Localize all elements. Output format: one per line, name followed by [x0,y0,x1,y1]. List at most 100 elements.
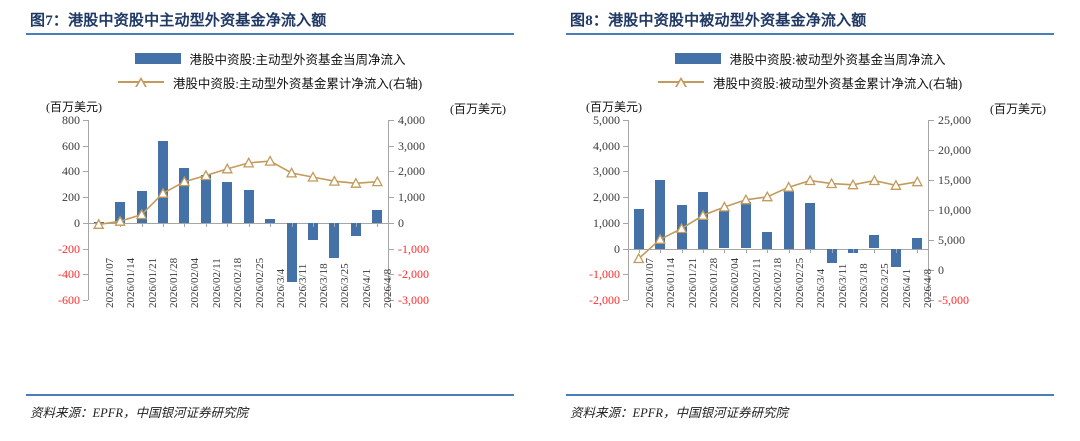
y-axis-left [628,120,629,300]
y-axis-right [928,120,929,300]
x-axis-label-4: 2026/02/04 [729,257,742,308]
line-marker-0 [633,252,645,264]
bar-5 [201,175,211,223]
line-marker-1 [114,215,126,226]
y-tick-label-right: -1,000 [398,241,429,256]
bar-6 [762,232,772,249]
y-tick-left [623,249,628,250]
chart-plot-area: 800 600 400 200 0 -200 -400 -600 4,000 3,000 2,000… [58,114,429,308]
y-tick-label-right: 3,000 [398,138,425,153]
x-axis-label-5: 2026/02/11 [750,258,763,308]
y-tick-label-right: 10,000 [938,203,971,217]
bar-3 [698,192,708,249]
x-tick [682,249,683,253]
y-tick-label-right: -2,000 [398,267,429,282]
x-axis-label-7: 2026/02/25 [793,257,806,308]
y-tick-label-left: 800 [62,113,80,127]
y-tick-label-left: 2,000 [593,190,620,205]
left-axis-unit: (百万美元) [586,100,642,114]
y-tick-right [389,274,394,275]
y-tick-right [929,300,934,301]
x-tick [227,223,228,227]
x-axis-label-3: 2026/01/28 [708,257,720,308]
x-axis-label-0: 2026/01/07 [103,257,116,308]
x-axis-label-1: 2026/01/14 [125,257,138,308]
legend-line-swatch-icon [117,76,164,88]
y-tick-left [83,197,88,198]
line-marker-12 [890,179,902,190]
bar-9 [287,223,297,282]
legend-item-bar: 港股中资股:主动型外资基金当周净流入 [0,46,540,70]
y-tick-left [623,171,628,172]
y-tick-right [389,146,394,147]
zero-axis-line [628,249,928,250]
x-tick [874,249,875,253]
source-note: 资料来源：EPFR，中国银河证券研究院 [570,406,789,420]
y-tick-label-right: 0 [938,263,944,277]
y-tick-left [623,274,628,275]
y-tick-label-left: 400 [62,164,80,179]
line-marker-11 [868,174,881,186]
y-tick-label-right: 4,000 [398,113,425,127]
page-title: 图7：港股中资股中主动型外资基金净流入额 [30,13,327,29]
x-tick [377,223,378,227]
line-marker-10 [847,178,859,190]
line-marker-9 [825,177,838,189]
x-axis-label-9: 2026/3/11 [836,263,849,308]
line-marker-9 [285,167,298,178]
line-marker-3 [697,209,709,220]
y-tick-label-left: -400 [58,267,80,282]
y-tick-label-right: 15,000 [938,173,971,187]
bar-13 [372,210,382,223]
y-tick-left [623,146,628,147]
x-tick [917,249,918,253]
source-note: 资料来源：EPFR，中国银河证券研究院 [30,406,249,420]
y-tick-right [929,150,934,151]
legend-item-line: 港股中资股:被动型外资基金累计净流入(右轴) [540,70,1080,94]
x-tick [660,249,661,253]
cumulative-line-path [98,160,378,226]
y-tick-label-left: -600 [58,293,80,307]
y-tick-right [929,270,934,271]
x-tick [270,223,271,227]
x-axis-label-12: 2026/4/1 [900,268,913,308]
y-tick-left [83,120,88,121]
line-marker-8 [264,155,276,166]
x-tick [832,249,833,253]
x-axis-label-11: 2026/3/25 [879,263,892,308]
line-marker-2 [675,222,688,234]
x-axis-label-13: 2026/4/8 [382,268,395,308]
y-axis-left [88,120,89,300]
y-tick-left [83,300,88,301]
y-tick-right [929,240,934,241]
x-axis-label-9: 2026/3/11 [296,263,309,308]
line-marker-2 [135,208,148,220]
y-tick-right [389,300,394,301]
y-tick-label-left: 0 [614,241,620,256]
y-tick-left [83,249,88,250]
chart-legend: 港股中资股:主动型外资基金当周净流入 港股中资股:主动型外资基金累计净流入(右轴… [0,46,540,94]
x-tick [142,223,143,227]
bar-11 [869,235,879,248]
x-tick [896,249,897,253]
line-marker-8 [804,174,816,186]
right-axis-unit: (百万美元) [990,102,1046,116]
bar-7 [784,191,794,249]
y-axis-right [388,120,389,300]
x-axis-label-13: 2026/4/8 [922,268,935,308]
y-tick-right [389,223,394,224]
legend-bar-label: 港股中资股:被动型外资基金当周净流入 [729,52,946,67]
line-marker-7 [243,156,255,168]
y-tick-label-left: 600 [62,138,80,153]
figure-panel-8: 图8：港股中资股中被动型外资基金净流入额 港股中资股:被动型外资基金当周净流入 … [540,0,1080,441]
line-marker-5 [740,193,752,205]
x-axis-label-8: 2026/3/4 [815,268,828,308]
y-tick-label-right: 5,000 [938,233,965,247]
x-tick [334,223,335,227]
y-tick-label-right: -5,000 [938,293,969,307]
y-tick-label-left: 3,000 [593,164,620,179]
legend-line-label: 港股中资股:主动型外资基金累计净流入(右轴) [172,76,423,91]
line-marker-6 [761,190,773,202]
cumulative-line-series [93,155,383,229]
x-tick [313,223,314,227]
